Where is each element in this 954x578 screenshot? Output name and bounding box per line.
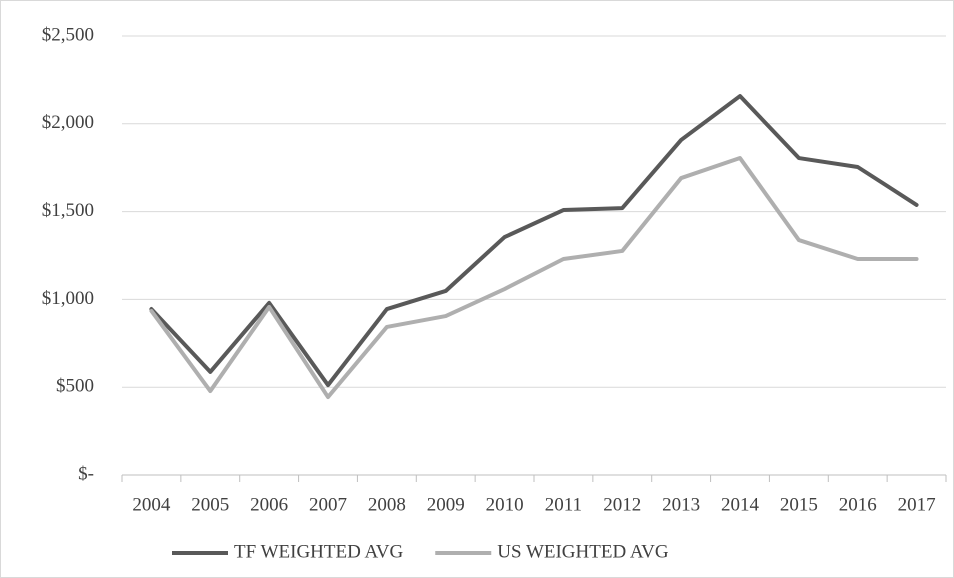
x-tick-label: 2006 xyxy=(250,494,288,515)
series-line xyxy=(149,156,919,400)
legend-label: TF WEIGHTED AVG xyxy=(234,541,404,562)
series-line xyxy=(149,94,919,388)
y-tick-label: $- xyxy=(78,463,94,484)
x-tick-label: 2008 xyxy=(368,494,406,515)
x-tick-label: 2017 xyxy=(898,494,936,515)
x-tick-label: 2009 xyxy=(427,494,465,515)
y-tick-label: $1,500 xyxy=(42,200,94,221)
x-tick-label: 2016 xyxy=(839,494,877,515)
x-tick-label: 2014 xyxy=(721,494,760,515)
x-tick-label: 2013 xyxy=(662,494,700,515)
y-tick-label: $2,000 xyxy=(42,112,94,133)
x-tick-label: 2004 xyxy=(132,494,171,515)
x-tick-label: 2012 xyxy=(603,494,641,515)
x-tick-label: 2007 xyxy=(309,494,347,515)
y-tick-label: $500 xyxy=(56,376,94,397)
x-tick-label: 2011 xyxy=(545,494,582,515)
y-tick-label: $2,500 xyxy=(42,24,94,45)
y-tick-label: $1,000 xyxy=(42,288,94,309)
legend-label: US WEIGHTED AVG xyxy=(497,541,669,562)
x-tick-label: 2010 xyxy=(486,494,524,515)
x-tick-label: 2015 xyxy=(780,494,818,515)
x-tick-label: 2005 xyxy=(191,494,229,515)
